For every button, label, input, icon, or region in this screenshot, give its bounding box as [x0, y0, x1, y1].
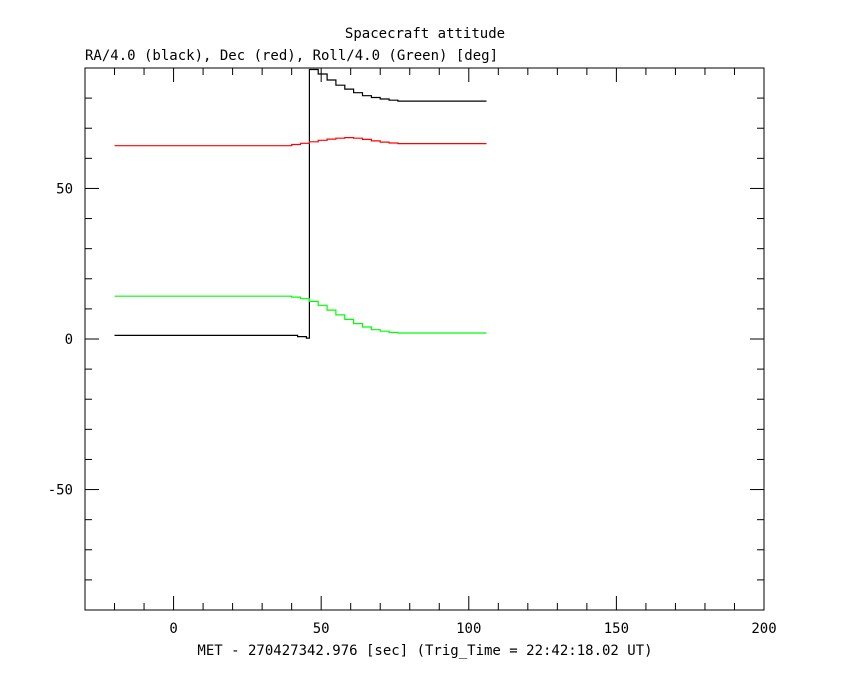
series-line — [114, 68, 487, 339]
series-line — [114, 295, 487, 334]
series-layer — [114, 68, 487, 339]
x-tick-label: 0 — [169, 621, 177, 637]
chart-title: Spacecraft attitude — [345, 26, 505, 42]
y-tick-label: 50 — [56, 181, 73, 197]
chart-subtitle: RA/4.0 (black), Dec (red), Roll/4.0 (Gre… — [85, 48, 498, 64]
series-line — [114, 137, 487, 147]
x-tick-label: 150 — [604, 621, 629, 637]
tick-label-layer: 0 50 100 150 200 -50 0 50 — [48, 181, 777, 637]
y-tick-label: 0 — [65, 332, 73, 348]
x-tick-label: 50 — [313, 621, 330, 637]
x-axis-label: MET - 270427342.976 [sec] (Trig_Time = 2… — [197, 643, 652, 659]
x-tick-label: 100 — [456, 621, 481, 637]
x-tick-label: 200 — [751, 621, 776, 637]
tick-layer — [84, 67, 765, 611]
y-tick-label: -50 — [48, 483, 73, 499]
plot-frame — [84, 67, 765, 611]
